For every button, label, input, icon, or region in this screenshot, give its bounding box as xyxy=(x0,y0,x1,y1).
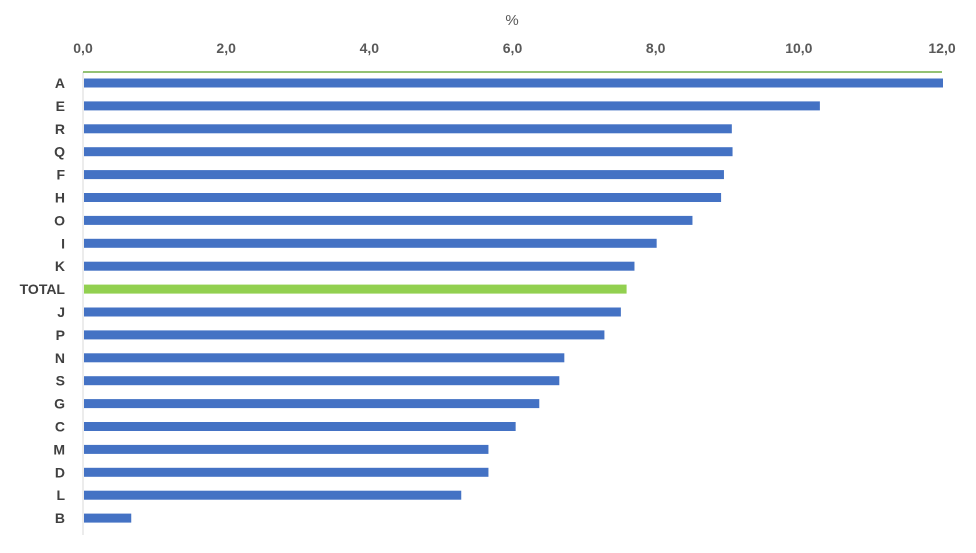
axis-unit-label: % xyxy=(505,12,518,29)
bar-r xyxy=(84,124,732,134)
bar-l xyxy=(84,490,462,500)
x-tick-label: 8,0 xyxy=(646,40,666,56)
category-label: E xyxy=(56,98,65,114)
bar-m xyxy=(84,444,489,454)
bar-f xyxy=(84,170,724,180)
bar-total xyxy=(84,284,627,294)
category-label: R xyxy=(55,121,65,137)
bar-g xyxy=(84,399,540,409)
x-tick-label: 0,0 xyxy=(73,40,93,56)
bar-i xyxy=(84,238,657,248)
category-label: B xyxy=(55,510,65,526)
bar-s xyxy=(84,376,560,386)
category-label: L xyxy=(56,487,65,503)
bar-q xyxy=(84,147,733,157)
category-label: K xyxy=(55,258,65,274)
category-label: O xyxy=(54,212,65,228)
x-tick-label: 6,0 xyxy=(503,40,523,56)
x-tick-label: 12,0 xyxy=(928,40,955,56)
category-label: S xyxy=(56,373,65,389)
category-label: P xyxy=(56,327,65,343)
category-label: M xyxy=(53,441,65,457)
category-label: J xyxy=(57,304,65,320)
category-label: F xyxy=(56,167,65,183)
x-tick-label: 4,0 xyxy=(360,40,380,56)
bar-d xyxy=(84,467,489,477)
category-label: TOTAL xyxy=(20,281,66,297)
category-label: I xyxy=(61,235,65,251)
category-label: D xyxy=(55,464,65,480)
category-label: Q xyxy=(54,144,65,160)
bar-h xyxy=(84,193,722,202)
bar-k xyxy=(84,261,635,271)
category-label: G xyxy=(54,396,65,412)
bar-n xyxy=(84,353,565,363)
x-tick-label: 2,0 xyxy=(216,40,236,56)
bar-j xyxy=(84,307,621,317)
x-tick-label: 10,0 xyxy=(785,40,812,56)
bar-c xyxy=(84,422,516,431)
bar-o xyxy=(84,215,693,225)
bar-b xyxy=(84,513,132,523)
bar-e xyxy=(84,101,820,111)
category-label: N xyxy=(55,350,65,366)
bar-p xyxy=(84,330,605,340)
category-label: C xyxy=(55,419,65,435)
category-label: H xyxy=(55,190,65,206)
bar-a xyxy=(84,78,943,88)
category-label: A xyxy=(55,75,65,91)
